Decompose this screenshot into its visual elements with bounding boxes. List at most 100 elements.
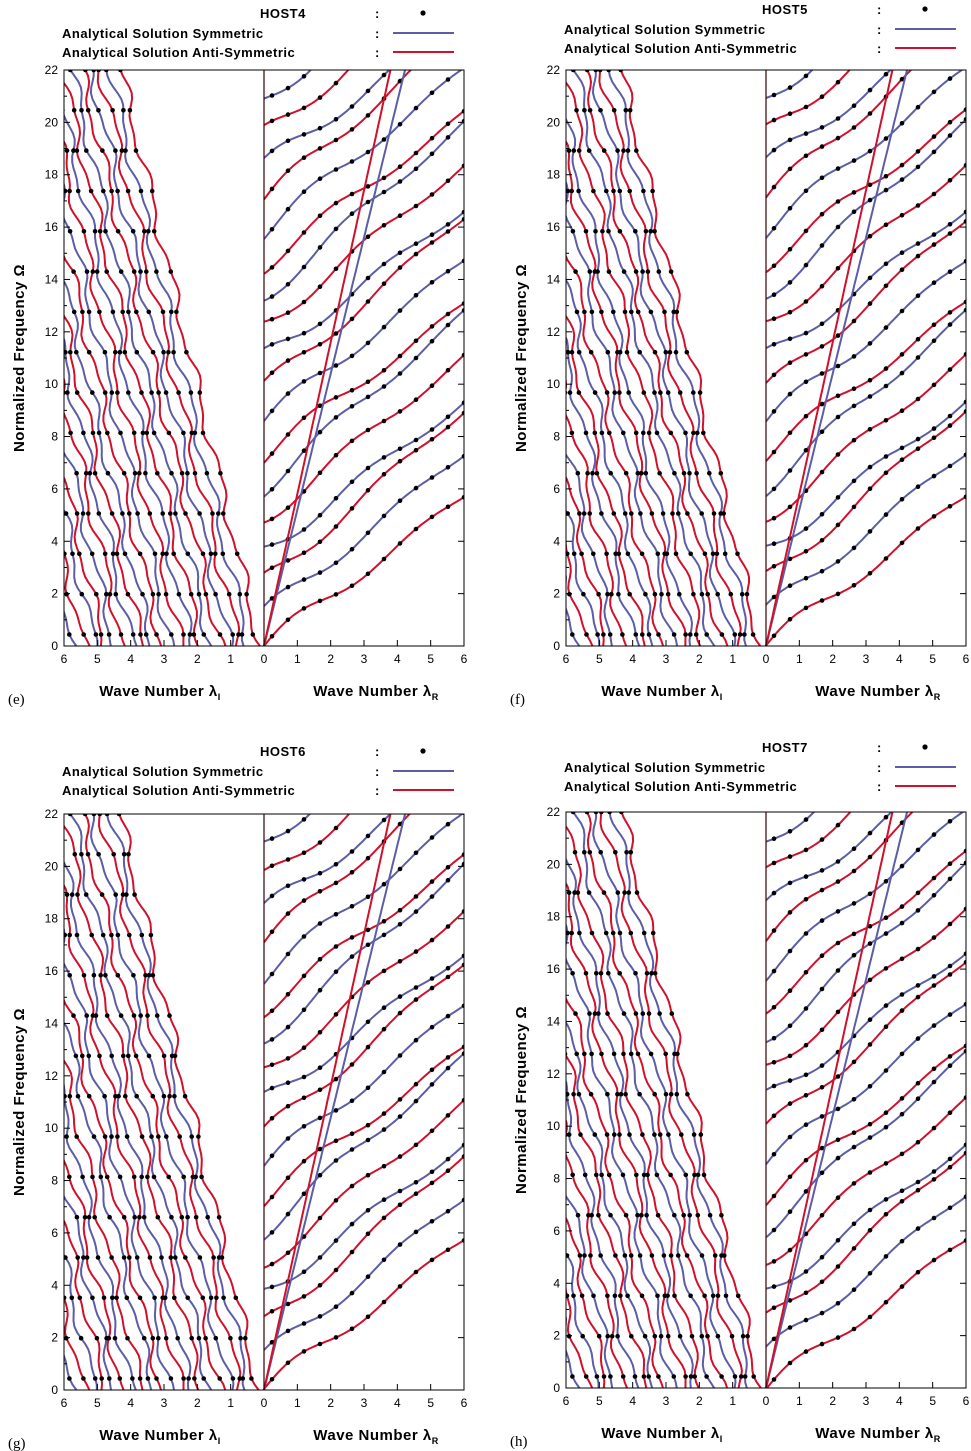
- data-point: [883, 1068, 889, 1073]
- data-point: [137, 470, 142, 476]
- data-point: [867, 427, 873, 432]
- data-point: [269, 294, 275, 299]
- y-tick-label: 0: [51, 639, 58, 653]
- data-point: [820, 57, 825, 62]
- data-point: [429, 1180, 435, 1186]
- data-point: [744, 591, 750, 597]
- data-point: [125, 188, 131, 194]
- data-point: [566, 148, 572, 153]
- data-point: [121, 470, 127, 476]
- data-point: [333, 137, 339, 143]
- data-point: [413, 1037, 419, 1043]
- data-point: [639, 1212, 644, 1218]
- data-point: [915, 908, 921, 913]
- data-point: [899, 212, 905, 218]
- x-tick-label: 2: [829, 652, 836, 666]
- data-point: [735, 551, 740, 557]
- data-point: [625, 1293, 630, 1299]
- data-point: [867, 891, 873, 897]
- data-point: [899, 370, 905, 376]
- data-point: [90, 1295, 95, 1301]
- data-point: [835, 859, 841, 864]
- data-point: [132, 892, 137, 897]
- data-point: [702, 551, 708, 557]
- data-point: [285, 1136, 291, 1141]
- data-point: [612, 390, 617, 395]
- data-point: [124, 892, 129, 897]
- data-point: [397, 353, 403, 359]
- data-point: [445, 121, 451, 127]
- data-point: [867, 1017, 873, 1022]
- data-point: [586, 1212, 591, 1218]
- data-point: [74, 1214, 80, 1220]
- data-point: [445, 877, 451, 883]
- data-point: [567, 390, 573, 395]
- curve-imag-20: [64, 1320, 78, 1390]
- data-point: [704, 632, 709, 637]
- data-point: [269, 565, 275, 571]
- curve-steep-1: [765, 70, 909, 646]
- data-point: [93, 632, 99, 637]
- data-point: [333, 592, 339, 597]
- data-point: [285, 1301, 291, 1307]
- data-point: [98, 632, 104, 637]
- data-point: [168, 1376, 174, 1381]
- curve-real-2: [765, 1195, 966, 1348]
- data-point: [771, 486, 777, 492]
- data-point: [803, 1157, 809, 1163]
- data-point: [154, 269, 159, 274]
- data-point: [285, 432, 291, 437]
- data-point: [947, 972, 953, 977]
- y-tick-label: 22: [547, 805, 561, 819]
- data-point: [365, 488, 371, 493]
- data-point: [640, 632, 645, 637]
- data-point: [931, 473, 937, 479]
- data-point: [915, 446, 921, 452]
- data-point: [101, 188, 106, 194]
- data-point: [634, 1172, 639, 1178]
- data-point: [64, 932, 68, 938]
- legend-points-label: HOST5: [762, 2, 808, 17]
- data-point: [835, 199, 841, 204]
- data-point: [445, 965, 451, 971]
- data-point: [269, 971, 275, 977]
- data-point: [285, 857, 291, 862]
- data-point: [851, 868, 857, 874]
- data-point: [86, 1214, 92, 1220]
- data-point: [590, 470, 595, 476]
- data-point: [145, 1174, 150, 1180]
- data-point: [771, 1083, 777, 1089]
- data-point: [124, 1134, 130, 1139]
- data-point: [599, 430, 605, 436]
- data-point: [639, 470, 644, 476]
- data-point: [461, 495, 464, 500]
- legend: HOST7:Analytical Solution Symmetric:Anal…: [564, 740, 956, 794]
- data-point: [397, 164, 403, 169]
- data-point: [67, 1376, 72, 1381]
- curve-imag-4: [89, 70, 235, 646]
- data-point: [729, 1333, 735, 1339]
- curve-imag-4: [591, 70, 737, 646]
- data-point: [963, 951, 966, 956]
- data-point: [701, 1172, 707, 1178]
- data-point: [599, 812, 604, 815]
- data-point: [623, 1091, 628, 1097]
- data-point: [131, 430, 137, 436]
- data-point: [398, 59, 403, 64]
- data-point: [611, 1051, 617, 1057]
- data-point: [139, 932, 145, 938]
- data-point: [86, 511, 91, 516]
- data-point: [672, 1293, 677, 1299]
- data-point: [97, 814, 103, 817]
- data-point: [160, 511, 165, 516]
- data-point: [684, 1253, 690, 1258]
- data-point: [67, 1093, 73, 1099]
- data-point: [96, 852, 101, 857]
- data-point: [166, 1174, 171, 1180]
- data-point: [397, 122, 403, 127]
- data-point: [867, 233, 873, 239]
- y-tick-label: 2: [51, 587, 58, 601]
- data-point: [577, 1253, 583, 1258]
- data-point: [429, 1128, 435, 1134]
- curve-imag-7: [64, 81, 199, 646]
